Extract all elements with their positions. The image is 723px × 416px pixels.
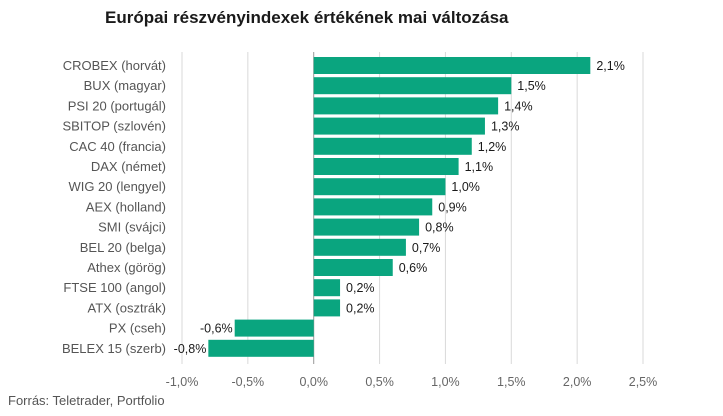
data-label: 1,0% [451, 180, 480, 194]
category-label: BELEX 15 (szerb) [62, 341, 166, 356]
category-label: SMI (svájci) [98, 220, 166, 235]
x-tick-label: -1,0% [166, 375, 199, 389]
bar [313, 299, 341, 317]
source-note: Forrás: Teletrader, Portfolio [8, 393, 165, 408]
bar [313, 259, 393, 276]
x-tick-label: 2,5% [629, 375, 658, 389]
bar [313, 77, 512, 95]
category-label: BEL 20 (belga) [80, 240, 166, 255]
category-label: PX (cseh) [109, 321, 166, 336]
category-label: FTSE 100 (angol) [63, 280, 166, 295]
x-tick-label: 1,0% [431, 375, 460, 389]
bar [313, 97, 499, 115]
x-tick-label: 1,5% [497, 375, 526, 389]
chart-title: Európai részvényindexek értékének mai vá… [105, 8, 509, 27]
data-label: 0,2% [346, 301, 375, 315]
category-label: SBITOP (szlovén) [62, 119, 166, 134]
x-tick-label: 2,0% [563, 375, 592, 389]
data-label: 0,8% [425, 221, 454, 235]
bar [313, 178, 446, 196]
data-label: 0,7% [412, 241, 441, 255]
bar [313, 198, 433, 216]
data-label: 1,3% [491, 120, 520, 134]
category-label: Athex (görög) [87, 260, 166, 275]
category-label: CROBEX (horvát) [63, 58, 166, 73]
x-tick-label: 0,5% [365, 375, 394, 389]
data-label: 0,2% [346, 281, 375, 295]
x-tick-label: 0,0% [299, 375, 328, 389]
category-label: AEX (holland) [86, 199, 166, 214]
data-label: -0,6% [200, 322, 233, 336]
data-label: 0,6% [399, 261, 428, 275]
category-label: WIG 20 (lengyel) [68, 179, 166, 194]
data-label: 0,9% [438, 200, 467, 214]
category-label: CAC 40 (francia) [69, 139, 166, 154]
data-label: 1,4% [504, 99, 532, 113]
bar [208, 339, 314, 357]
category-label: ATX (osztrák) [88, 300, 167, 315]
x-tick-label: -0,5% [232, 375, 265, 389]
bar [234, 319, 314, 337]
data-label: 2,1% [596, 59, 625, 73]
bar [313, 238, 406, 256]
bar [313, 218, 420, 236]
bar [313, 117, 485, 135]
category-label: DAX (német) [91, 159, 166, 174]
data-label: 1,5% [517, 79, 546, 93]
data-label: 1,1% [465, 160, 494, 174]
bar [313, 57, 591, 74]
category-label: PSI 20 (portugál) [68, 98, 166, 113]
data-label: -0,8% [174, 342, 207, 356]
bar [313, 158, 459, 175]
bar [313, 137, 472, 155]
category-label: BUX (magyar) [84, 78, 166, 93]
bar [313, 279, 341, 297]
data-label: 1,2% [478, 140, 507, 154]
